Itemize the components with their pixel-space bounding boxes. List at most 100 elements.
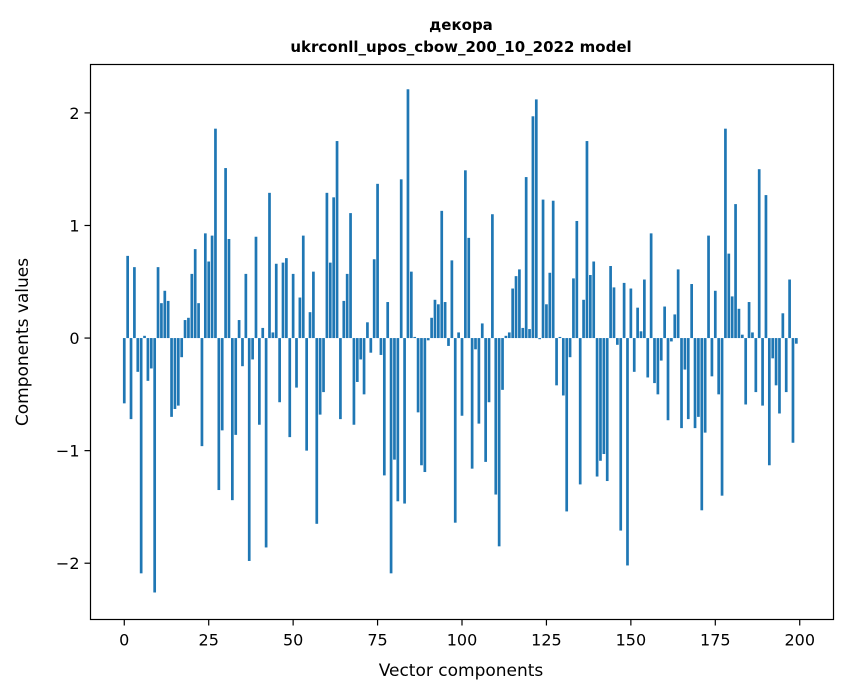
bar [659,338,663,361]
bar [187,317,190,339]
bar [757,169,761,339]
bar [308,312,312,339]
bar [771,338,775,359]
bar [170,338,173,417]
bar [480,323,484,339]
x-tick-label: 200 [784,631,815,650]
bar [491,214,494,339]
bar [673,314,677,339]
bar [271,332,275,339]
bar [707,235,710,339]
bar [670,338,673,342]
bar [470,338,474,469]
bar [258,338,261,425]
bar [534,99,538,339]
bar [457,332,460,339]
bar [193,249,197,339]
bar [301,235,305,339]
bar [575,220,579,339]
bar [207,261,211,339]
bar [501,338,504,390]
bar [325,192,329,339]
bar [784,338,788,393]
bar [318,338,322,415]
bar [403,338,406,504]
bar [153,338,157,593]
bar [700,338,704,511]
bar [460,338,464,416]
bar [295,338,298,388]
bar [274,263,278,339]
bar [261,327,265,339]
bar [420,338,423,466]
bar [690,284,694,339]
bar [744,338,748,405]
bar-series [122,89,798,593]
bar [352,338,356,425]
bar [680,338,683,429]
bar [588,275,592,339]
bar [440,210,444,339]
bar [278,338,281,403]
bar [555,338,558,386]
bar [724,128,727,339]
bar [632,338,636,372]
bar [139,338,143,574]
bar [548,272,552,339]
y-tick-label: −1 [56,442,80,461]
bar [636,307,639,339]
bar [643,279,646,339]
bar [626,338,629,566]
bar [585,141,589,339]
bar [298,297,302,339]
bar [173,338,177,409]
bar [163,290,167,339]
bar [143,335,146,339]
bar [149,338,153,369]
bar [761,338,764,406]
bar [710,338,714,377]
bar [734,204,737,339]
bar [551,200,555,339]
bar [406,89,410,339]
bar [176,338,180,406]
bar [507,332,511,339]
bar [747,302,751,339]
bar [453,338,457,523]
bar [254,236,258,339]
bar [599,338,602,461]
bar [484,338,487,462]
bar [629,288,633,339]
bar [386,302,390,339]
bar [349,213,352,339]
bar [686,338,690,420]
bar [136,338,140,372]
bar [160,303,163,339]
bar [528,329,531,339]
bar [788,279,791,339]
bar [717,338,721,395]
bar [382,338,386,476]
bar [217,338,221,491]
bar [285,258,288,339]
bar [622,282,626,339]
bar [288,338,292,438]
bar [494,338,498,495]
bar [180,338,184,358]
bar [241,338,244,367]
bar [230,338,234,501]
bar [616,338,619,345]
bar [393,338,396,460]
bar [237,320,241,339]
y-tick-label: −2 [56,554,80,573]
bar [676,269,680,339]
plot-frame [89,63,835,621]
bar [328,262,332,339]
bar [146,338,150,381]
bar [133,267,136,339]
x-tick-label: 150 [616,631,647,650]
bar [183,320,187,339]
bar [450,260,454,339]
bar [572,278,575,339]
